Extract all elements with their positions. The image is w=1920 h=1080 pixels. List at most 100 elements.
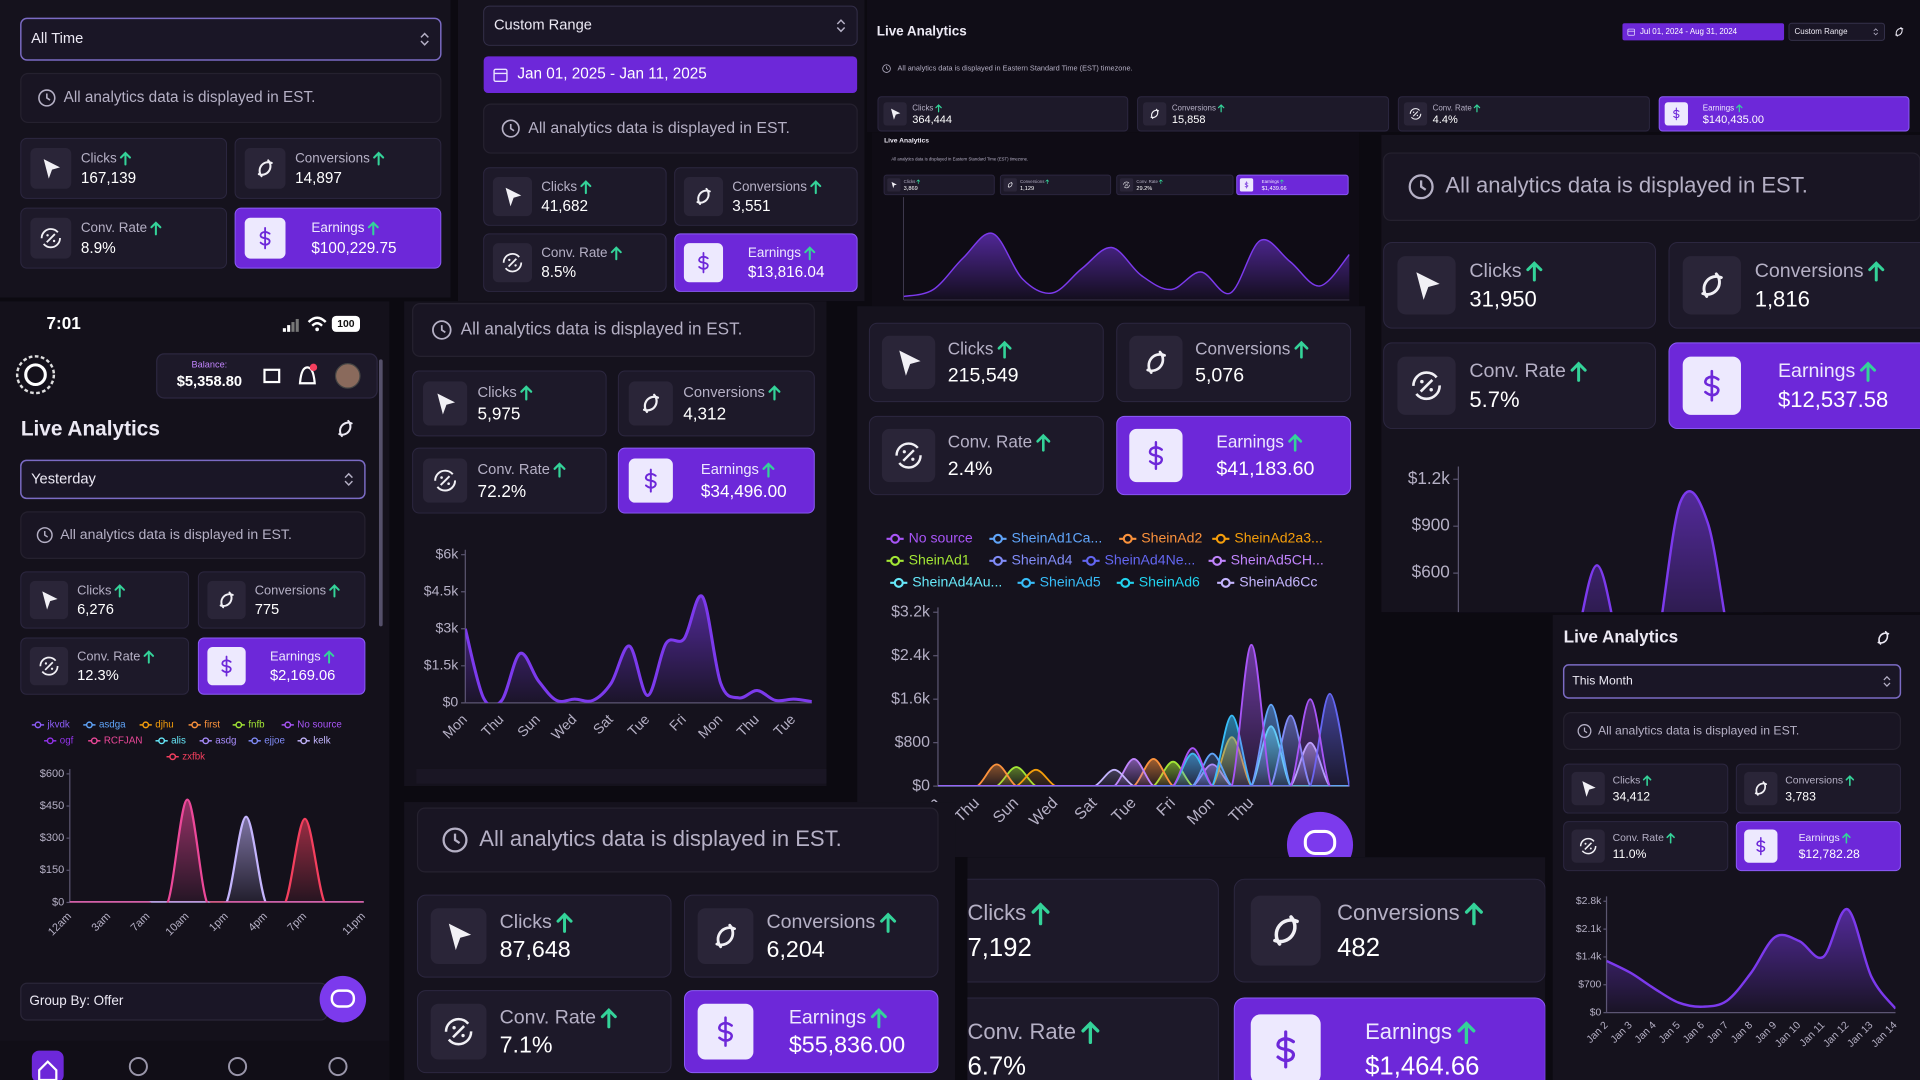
percent-icon [1412,111,1415,113]
dropdown[interactable] [20,459,366,500]
percent-icon [40,228,61,249]
info-banner [416,807,939,873]
legend-label: SheinAd4 [1011,552,1072,568]
stat-value: $1,439.66 [1262,186,1287,192]
bell-icon[interactable] [298,366,316,385]
pointer-icon [1582,781,1596,797]
stat-icon-box [1143,102,1167,126]
legend-swatch [893,577,904,588]
info-banner [483,103,858,154]
legend-swatch [90,737,98,745]
trend-up-arrow [553,462,566,478]
legend-swatch [235,721,243,729]
refresh-icon [1273,915,1299,946]
trend-up-arrow [1031,902,1050,926]
nav-home[interactable] [31,1050,64,1080]
clock-icon [1408,174,1434,200]
gift-icon[interactable] [263,368,281,384]
stat-value: $2,169.06 [270,668,335,684]
y-tick-label: $0 [1590,1007,1602,1018]
stat-card [1137,96,1390,132]
stat-value: 72.2% [478,481,527,501]
chat-button[interactable] [1286,811,1354,878]
series-line [937,758,1350,787]
dropdown[interactable] [483,5,858,46]
stat-value: 6,204 [767,936,825,962]
percent-icon [44,662,48,665]
clock-icon [1583,727,1588,734]
signal-bar [282,328,286,332]
stat-card [20,137,228,199]
stat-label: Earnings [1365,1019,1452,1044]
app-logo [24,363,47,387]
dropdown-value: All Time [31,31,83,47]
panel-weekly-chart: All analytics data is displayed in EST. C… [404,301,827,787]
percent-icon [439,475,451,486]
balance-label: Balance: [192,359,228,369]
nav-home-icon [38,1060,58,1080]
stat-icon-box [1129,335,1183,390]
preview-title: Live Analytics [884,138,929,145]
info-banner [20,72,442,124]
page-title: Live Analytics [877,23,967,38]
legend-label: fnfb [248,719,265,730]
y-tick-label: $150 [40,864,65,876]
stat-label: Clicks [967,900,1026,925]
stat-card [234,137,442,199]
dropdown[interactable] [1788,22,1885,41]
stat-value: 482 [1337,934,1380,962]
stat-value: 4.4% [1433,114,1458,126]
nav-icon[interactable] [128,1056,148,1077]
chat-button[interactable] [319,975,367,1023]
nav-icon[interactable] [328,1056,348,1077]
chat-icon [1303,829,1337,856]
area-fill [937,644,1350,787]
stat-label: Conv. Rate [81,220,147,235]
select-chevrons [1873,28,1879,36]
legend-swatch [1086,555,1097,566]
stat-label: Earnings [311,220,364,235]
clock-icon [440,325,446,334]
percent-icon [447,482,450,486]
legend-swatch [158,737,166,745]
stat-value: 7,192 [967,934,1031,962]
trend-up-arrow [1860,361,1877,382]
stat-icon-box [244,147,286,189]
trend-up-arrow [1464,902,1483,926]
pointer-icon [43,159,60,179]
dropdown[interactable] [1562,664,1902,699]
series-line [937,703,1350,787]
trend-up-arrow [367,221,379,236]
percent-icon [44,661,54,671]
stat-label: Clicks [912,103,933,112]
legend-swatch [1021,577,1032,588]
dropdown-value: Custom Range [1795,27,1849,36]
avatar[interactable] [334,363,361,389]
stat-label: Conversions [1755,260,1864,282]
percent-icon [46,234,49,237]
clock-icon [501,119,520,138]
nav-icon[interactable] [228,1056,248,1077]
trend-up-arrow [150,221,162,236]
y-tick-label: $300 [40,832,65,844]
clock-icon [1577,724,1592,738]
trend-up-arrow [323,650,335,664]
stat-value: 215,549 [948,365,1019,387]
legend-label: asdg [215,735,236,746]
stat-value: 5,975 [478,404,521,424]
date-range-button[interactable] [483,56,858,94]
stat-value: 14,897 [295,170,342,187]
dollar-icon [1244,181,1249,189]
trend-up-arrow [1845,775,1855,786]
stat-value: 41,682 [541,198,588,215]
trend-up-arrow [1081,1021,1100,1045]
date-range-button[interactable] [1622,23,1785,41]
percent-icon [444,1017,473,1046]
trend-up-arrow [768,385,781,401]
trend-up-arrow [1666,832,1675,844]
series-line [937,714,1350,787]
wifi-icon [307,316,327,327]
dropdown[interactable] [20,17,442,61]
stat-value: $12,537.58 [1778,387,1888,412]
stat-label: Conv. Rate [1613,833,1664,844]
